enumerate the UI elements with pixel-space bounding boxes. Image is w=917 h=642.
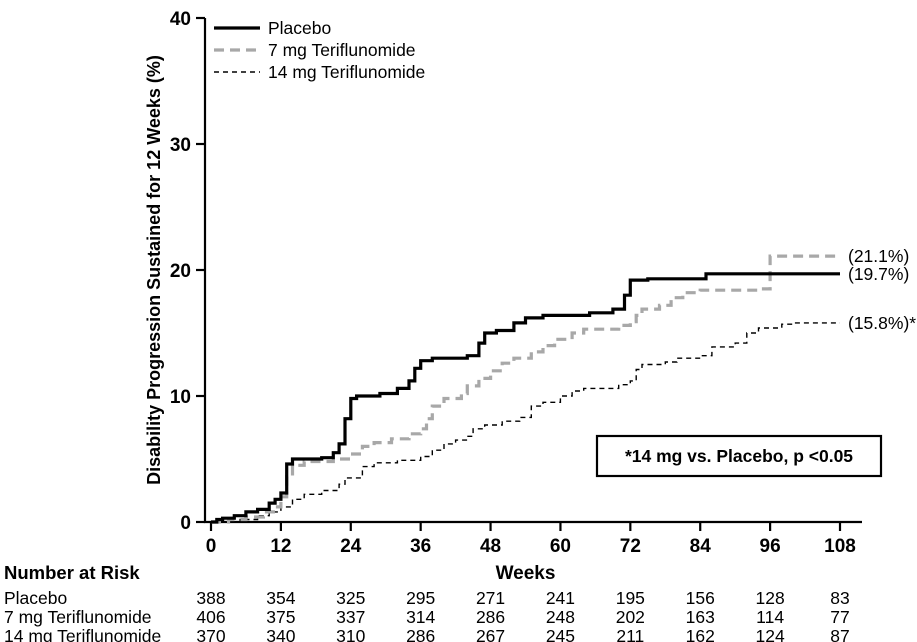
x-tick-label: 36: [410, 536, 431, 557]
legend-label-14-mg-teriflunomide: 14 mg Teriflunomide: [268, 62, 425, 82]
risk-value: 388: [196, 588, 225, 608]
risk-value: 195: [616, 588, 645, 608]
risk-row-label: 14 mg Teriflunomide: [4, 626, 161, 642]
risk-value: 241: [546, 588, 575, 608]
x-tick-label: 84: [690, 536, 712, 557]
y-tick-label: 0: [180, 513, 191, 534]
x-tick-label: 24: [340, 536, 362, 557]
risk-value: 156: [686, 588, 715, 608]
risk-value: 267: [476, 626, 505, 642]
risk-value: 271: [476, 588, 505, 608]
risk-value: 124: [756, 626, 785, 642]
risk-value: 375: [266, 607, 295, 627]
risk-value: 337: [336, 607, 365, 627]
series-line-placebo: [211, 272, 840, 524]
risk-value: 211: [616, 626, 644, 642]
risk-value: 286: [476, 607, 505, 627]
y-tick-label: 40: [170, 9, 191, 30]
end-label-7-mg-teriflunomide: (21.1%): [848, 246, 909, 266]
legend-label-placebo: Placebo: [268, 18, 331, 38]
y-tick-label: 10: [170, 387, 191, 408]
x-tick-label: 96: [760, 536, 781, 557]
risk-value: 354: [266, 588, 295, 608]
series-line-14-mg-teriflunomide: [211, 322, 840, 523]
legend-label-7-mg-teriflunomide: 7 mg Teriflunomide: [268, 40, 416, 60]
risk-row-label: 7 mg Teriflunomide: [4, 607, 152, 627]
risk-row-label: Placebo: [4, 588, 67, 608]
risk-value: 286: [406, 626, 435, 642]
end-label-14-mg-teriflunomide: (15.8%)*: [848, 313, 916, 333]
risk-value: 163: [686, 607, 715, 627]
end-label-placebo: (19.7%): [848, 264, 909, 284]
y-tick-label: 20: [170, 261, 191, 282]
risk-value: 128: [756, 588, 785, 608]
annotation-text: *14 mg vs. Placebo, p <0.05: [625, 446, 853, 466]
x-tick-label: 108: [824, 536, 856, 557]
x-tick-label: 60: [550, 536, 571, 557]
annotation-box: [595, 434, 883, 478]
risk-value: 314: [406, 607, 435, 627]
x-tick-label: 12: [270, 536, 291, 557]
risk-value: 77: [830, 607, 849, 627]
y-axis-title: Disability Progression Sustained for 12 …: [144, 55, 164, 485]
risk-value: 245: [546, 626, 575, 642]
x-tick-label: 48: [480, 536, 501, 557]
risk-value: 114: [756, 607, 784, 627]
risk-value: 162: [686, 626, 715, 642]
series-line-7-mg-teriflunomide: [211, 254, 840, 524]
risk-value: 406: [196, 607, 225, 627]
risk-value: 310: [336, 626, 365, 642]
risk-value: 340: [266, 626, 295, 642]
y-tick-label: 30: [170, 135, 191, 156]
risk-value: 370: [196, 626, 225, 642]
risk-value: 295: [406, 588, 435, 608]
risk-table-title: Number at Risk: [4, 562, 140, 583]
x-tick-label: 0: [206, 536, 217, 557]
risk-value: 202: [616, 607, 645, 627]
x-tick-label: 72: [620, 536, 641, 557]
risk-value: 87: [830, 626, 849, 642]
x-axis-title: Weeks: [496, 563, 556, 584]
risk-value: 83: [830, 588, 849, 608]
risk-value: 248: [546, 607, 575, 627]
risk-value: 325: [336, 588, 365, 608]
